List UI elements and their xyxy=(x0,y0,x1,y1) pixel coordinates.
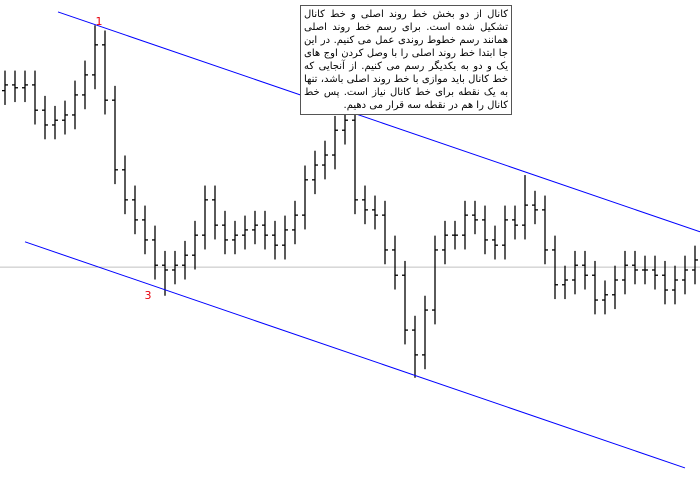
point-label: 3 xyxy=(145,289,152,302)
channel-line xyxy=(24,241,686,469)
point-label: 1 xyxy=(96,15,103,28)
note-box: کانال از دو بخش خط روند اصلی و خط کانال … xyxy=(300,5,512,115)
channel-line xyxy=(57,11,700,233)
